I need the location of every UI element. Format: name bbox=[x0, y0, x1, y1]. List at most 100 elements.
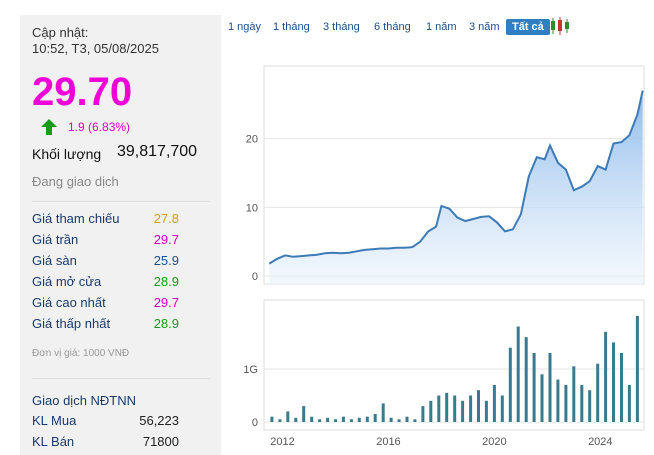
row-label: Giá trần bbox=[32, 232, 79, 247]
price-ytick-label: 0 bbox=[252, 271, 258, 283]
volume-bar bbox=[437, 395, 441, 422]
volume-bar bbox=[310, 416, 314, 422]
year-xtick-label: 2012 bbox=[270, 436, 294, 448]
row-label: Giá mở cửa bbox=[32, 274, 102, 289]
row-label: Giá cao nhất bbox=[32, 295, 106, 310]
volume-bar bbox=[477, 390, 480, 422]
volume-bar bbox=[270, 416, 274, 422]
volume-bar bbox=[286, 411, 290, 422]
volume-label: Khối lượng bbox=[32, 146, 102, 162]
volume-bar bbox=[357, 417, 361, 422]
volume-ytick-label: 0 bbox=[252, 417, 258, 429]
row-label: Giá sàn bbox=[32, 253, 77, 268]
price-ytick-label: 20 bbox=[246, 134, 258, 146]
volume-bar bbox=[389, 417, 393, 422]
foreign-buy-row: KL Mua 56,223 bbox=[32, 413, 179, 428]
volume-bar bbox=[421, 406, 425, 422]
row-value: 29.7 bbox=[153, 232, 179, 247]
volume-bar bbox=[516, 326, 520, 422]
row-value: 29.7 bbox=[153, 295, 179, 310]
volume-bar bbox=[341, 416, 345, 422]
volume-bar bbox=[604, 331, 608, 422]
volume-bar bbox=[508, 347, 512, 422]
row-value: 28.9 bbox=[153, 274, 179, 289]
year-xtick-label: 2024 bbox=[588, 436, 612, 448]
price-series-line bbox=[268, 90, 644, 265]
volume-bar bbox=[596, 363, 600, 422]
tab-1-day[interactable]: 1 ngày bbox=[228, 21, 262, 33]
row-value: 25.9 bbox=[153, 253, 179, 268]
volume-bar bbox=[620, 353, 623, 422]
year-xtick-label: 2016 bbox=[376, 436, 400, 448]
price-row-floor: Giá sàn 25.9 bbox=[32, 253, 179, 268]
volume-bar bbox=[627, 384, 631, 422]
tab-1-month[interactable]: 1 tháng bbox=[273, 21, 310, 33]
volume-bar bbox=[635, 315, 639, 422]
updated-label: Cập nhật: bbox=[32, 25, 89, 40]
volume-bar bbox=[349, 419, 353, 422]
tab-1-year[interactable]: 1 năm bbox=[426, 21, 457, 33]
price-unit-note: Đơn vị giá: 1000 VNĐ bbox=[32, 348, 130, 359]
volume-ytick-label: 1G bbox=[243, 364, 258, 376]
row-label: Giá thấp nhất bbox=[32, 316, 111, 331]
row-label: KL Bán bbox=[32, 434, 75, 449]
volume-bar bbox=[405, 416, 409, 422]
price-change: 1.9 (6.83%) bbox=[68, 120, 131, 134]
row-value: 56,223 bbox=[139, 413, 179, 428]
price-row-reference: Giá tham chiếu 27.8 bbox=[32, 211, 179, 226]
volume-bar bbox=[484, 400, 488, 422]
row-value: 27.8 bbox=[153, 211, 179, 226]
volume-bar bbox=[564, 384, 568, 422]
updated-time: 10:52, T3, 05/08/2025 bbox=[32, 41, 159, 56]
volume-bar bbox=[294, 417, 298, 422]
volume-bar bbox=[556, 379, 560, 422]
volume-bar bbox=[318, 419, 322, 422]
volume-bar bbox=[278, 419, 282, 422]
price-ytick-label: 10 bbox=[246, 202, 258, 214]
volume-bar bbox=[302, 406, 306, 422]
price-row-high: Giá cao nhất 29.7 bbox=[32, 295, 179, 310]
stock-info-panel: Cập nhật: 10:52, T3, 05/08/2025 29.70 1.… bbox=[20, 15, 221, 455]
volume-bar bbox=[381, 403, 385, 422]
trading-status: Đang giao dịch bbox=[32, 174, 119, 189]
price-row-open: Giá mở cửa 28.9 bbox=[32, 274, 179, 289]
volume-bar bbox=[365, 416, 369, 422]
volume-bar bbox=[532, 353, 536, 422]
tab-6-months[interactable]: 6 tháng bbox=[374, 21, 411, 33]
volume-bar bbox=[492, 384, 496, 422]
row-value: 28.9 bbox=[153, 316, 179, 331]
year-xtick-label: 2020 bbox=[482, 436, 506, 448]
volume-bar bbox=[500, 395, 504, 422]
volume-bar bbox=[540, 374, 544, 422]
volume-bar bbox=[397, 419, 401, 422]
volume-bar bbox=[373, 414, 377, 422]
current-price: 29.70 bbox=[32, 70, 133, 114]
volume-bar bbox=[429, 400, 433, 422]
up-arrow-icon bbox=[41, 119, 57, 135]
volume-bar bbox=[334, 419, 337, 422]
candlestick-icon[interactable] bbox=[549, 16, 571, 36]
volume-bar bbox=[445, 392, 449, 422]
row-label: KL Mua bbox=[32, 413, 77, 428]
volume-bar bbox=[612, 342, 615, 422]
volume-bar bbox=[580, 384, 584, 422]
divider bbox=[32, 201, 210, 202]
volume-value: 39,817,700 bbox=[117, 143, 198, 160]
volume-bar bbox=[572, 366, 576, 422]
volume-bar bbox=[548, 353, 552, 422]
row-label: Giá tham chiếu bbox=[32, 211, 120, 226]
volume-plot-frame bbox=[263, 299, 645, 431]
tab-3-years[interactable]: 3 năm bbox=[469, 21, 500, 33]
divider bbox=[32, 378, 210, 379]
tab-all[interactable]: Tất cả bbox=[506, 19, 550, 35]
tab-3-months[interactable]: 3 tháng bbox=[323, 21, 360, 33]
volume-bar bbox=[524, 337, 528, 422]
volume-bar bbox=[588, 390, 592, 422]
volume-bar bbox=[326, 417, 330, 422]
volume-bar bbox=[461, 400, 465, 422]
price-area-fill bbox=[269, 90, 643, 284]
volume-bar bbox=[453, 395, 457, 422]
foreign-sell-row: KL Bán 71800 bbox=[32, 434, 179, 449]
price-row-ceiling: Giá trần 29.7 bbox=[32, 232, 179, 247]
